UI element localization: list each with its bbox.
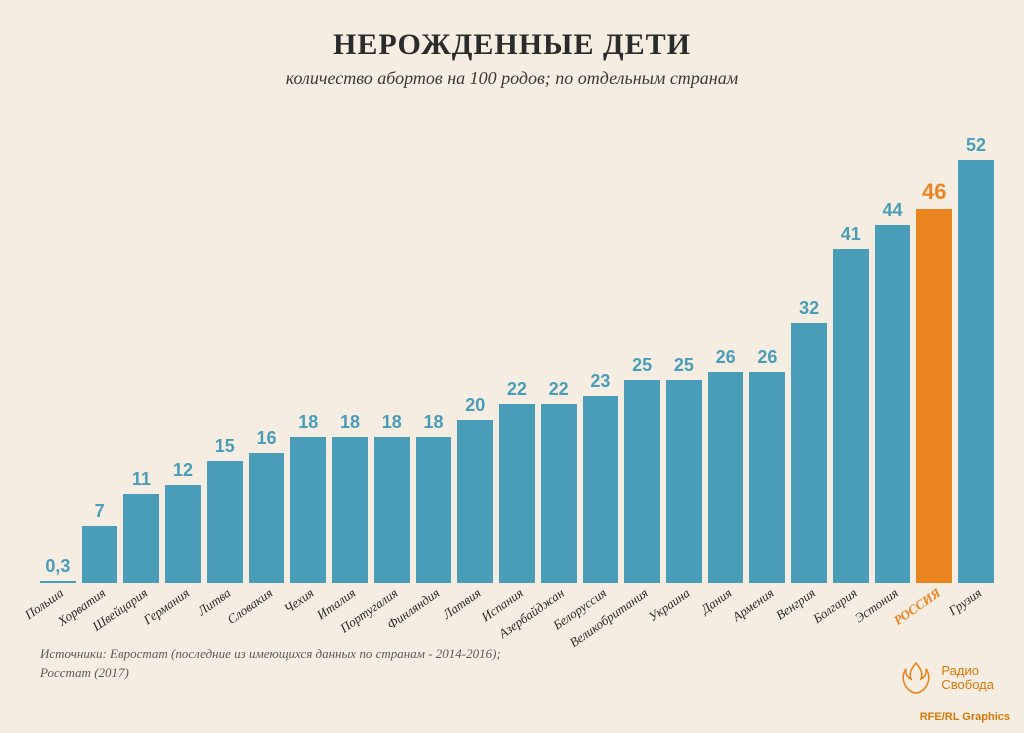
bar-rect <box>416 437 452 583</box>
bar-value-label: 41 <box>841 224 861 245</box>
chart-subtitle: количество абортов на 100 родов; по отде… <box>0 68 1024 89</box>
bar-value-label: 18 <box>340 412 360 433</box>
bars-container: 0,3 7 11 12 15 16 18 18 18 18 20 22 22 23 25 25 26 26 32 41… <box>40 120 994 583</box>
bar-col: 18 <box>332 120 368 583</box>
bar-col: 11 <box>123 120 159 583</box>
bar-value-label: 32 <box>799 298 819 319</box>
bar-col: 26 <box>749 120 785 583</box>
bar-col: 7 <box>82 120 118 583</box>
bar-rect <box>583 396 619 583</box>
source-line-2: Росстат (2017) <box>40 664 501 683</box>
bar-col: 26 <box>708 120 744 583</box>
bar-value-label: 7 <box>95 501 105 522</box>
bar-value-label: 20 <box>465 395 485 416</box>
x-axis-label: Армения <box>749 585 785 665</box>
bar-col: 12 <box>165 120 201 583</box>
chart-area: 0,3 7 11 12 15 16 18 18 18 18 20 22 22 23 25 25 26 26 32 41… <box>40 120 994 583</box>
bar-col: 0,3 <box>40 120 76 583</box>
bar-rect <box>541 404 577 583</box>
bar-rect <box>82 526 118 583</box>
bar-value-label: 22 <box>549 379 569 400</box>
source-line-1: Источники: Евростат (последние из имеющи… <box>40 645 501 664</box>
bar-rect <box>374 437 410 583</box>
bar-rect <box>165 485 201 583</box>
bar-value-label: 26 <box>757 347 777 368</box>
credit-text: RFE/RL Graphics <box>920 711 1010 723</box>
logo-text: Радио Свобода <box>941 664 994 693</box>
bar-rect <box>708 372 744 584</box>
bar-value-label: 18 <box>298 412 318 433</box>
bar-value-label: 18 <box>382 412 402 433</box>
bar-value-label: 44 <box>883 200 903 221</box>
bar-value-label: 23 <box>590 371 610 392</box>
bar-value-label: 46 <box>922 179 946 205</box>
bar-rect <box>457 420 493 583</box>
bar-col: 46 <box>916 120 952 583</box>
bar-col: 16 <box>249 120 285 583</box>
bar-value-label: 11 <box>132 469 151 490</box>
chart-title: НЕРОЖДЕННЫЕ ДЕТИ <box>0 0 1024 62</box>
bar-col: 15 <box>207 120 243 583</box>
bar-rect <box>123 494 159 583</box>
bar-col: 52 <box>958 120 994 583</box>
bar-value-label: 12 <box>173 460 193 481</box>
bar-value-label: 16 <box>257 428 277 449</box>
bar-value-label: 15 <box>215 436 235 457</box>
bar-value-label: 18 <box>423 412 443 433</box>
bar-col: 41 <box>833 120 869 583</box>
x-axis-label: Болгария <box>833 585 869 665</box>
bar-rect <box>749 372 785 584</box>
bar-rect <box>791 323 827 583</box>
flame-icon <box>899 661 933 695</box>
bar-col: 20 <box>457 120 493 583</box>
bar-rect <box>666 380 702 583</box>
bar-value-label: 22 <box>507 379 527 400</box>
bar-col: 22 <box>499 120 535 583</box>
bar-rect <box>40 581 76 583</box>
bar-col: 18 <box>416 120 452 583</box>
bar-rect <box>958 160 994 583</box>
bar-rect <box>916 209 952 583</box>
bar-rect <box>875 225 911 583</box>
bar-value-label: 25 <box>632 355 652 376</box>
source-text: Источники: Евростат (последние из имеющи… <box>40 645 501 683</box>
bar-col: 23 <box>583 120 619 583</box>
bar-value-label: 0,3 <box>45 556 70 577</box>
bar-col: 18 <box>290 120 326 583</box>
logo-line-2: Свобода <box>941 678 994 692</box>
logo-line-1: Радио <box>941 664 994 678</box>
bar-col: 18 <box>374 120 410 583</box>
bar-rect <box>207 461 243 583</box>
bar-rect <box>833 249 869 583</box>
x-axis-label: РОССИЯ <box>916 585 952 665</box>
x-axis-label: Украина <box>666 585 702 665</box>
brand-logo: Радио Свобода <box>899 661 994 695</box>
bar-value-label: 26 <box>716 347 736 368</box>
bar-rect <box>624 380 660 583</box>
bar-col: 32 <box>791 120 827 583</box>
bar-rect <box>290 437 326 583</box>
x-axis-label-text: Чехия <box>281 585 317 617</box>
bar-rect <box>332 437 368 583</box>
bar-col: 25 <box>624 120 660 583</box>
bar-rect <box>499 404 535 583</box>
bar-col: 22 <box>541 120 577 583</box>
bar-col: 44 <box>875 120 911 583</box>
x-axis-label: Грузия <box>958 585 994 665</box>
bar-rect <box>249 453 285 583</box>
bar-col: 25 <box>666 120 702 583</box>
bar-value-label: 25 <box>674 355 694 376</box>
bar-value-label: 52 <box>966 135 986 156</box>
